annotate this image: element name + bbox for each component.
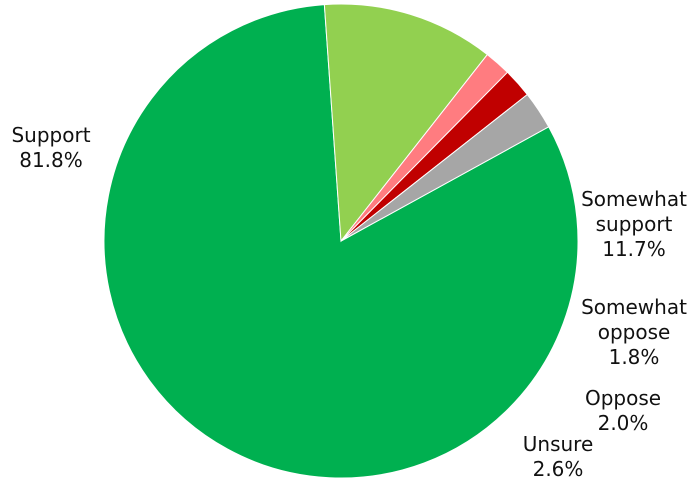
pie-label-oppose: Oppose 2.0%	[585, 386, 661, 435]
pie-value-label: 2.6%	[533, 457, 584, 481]
pie-slice-somewhat-support	[323, 3, 489, 243]
pie-value-label: 81.8%	[19, 148, 83, 172]
pie-slices	[103, 3, 579, 479]
pie-category-label: support	[596, 212, 673, 236]
pie-value-label: 1.8%	[609, 345, 660, 369]
pie-value-label: 11.7%	[602, 237, 666, 261]
pie-category-label: oppose	[598, 320, 671, 344]
pie-label-somewhat-oppose: Somewhat oppose 1.8%	[581, 295, 687, 369]
pie-label-support: Support 81.8%	[11, 123, 90, 172]
pie-value-label: 2.0%	[598, 411, 649, 435]
pie-label-somewhat-support: Somewhat support 11.7%	[581, 187, 687, 261]
pie-category-label: Oppose	[585, 386, 661, 410]
pie-category-label: Unsure	[523, 432, 594, 456]
pie-labels: Support 81.8%Somewhat support 11.7%Somewhat…	[11, 123, 687, 481]
pie-category-label: Support	[11, 123, 90, 147]
pie-category-label: Somewhat	[581, 295, 687, 319]
pie-category-label: Somewhat	[581, 187, 687, 211]
pie-label-unsure: Unsure 2.6%	[523, 432, 594, 481]
pie-slice-unsure	[340, 93, 550, 242]
